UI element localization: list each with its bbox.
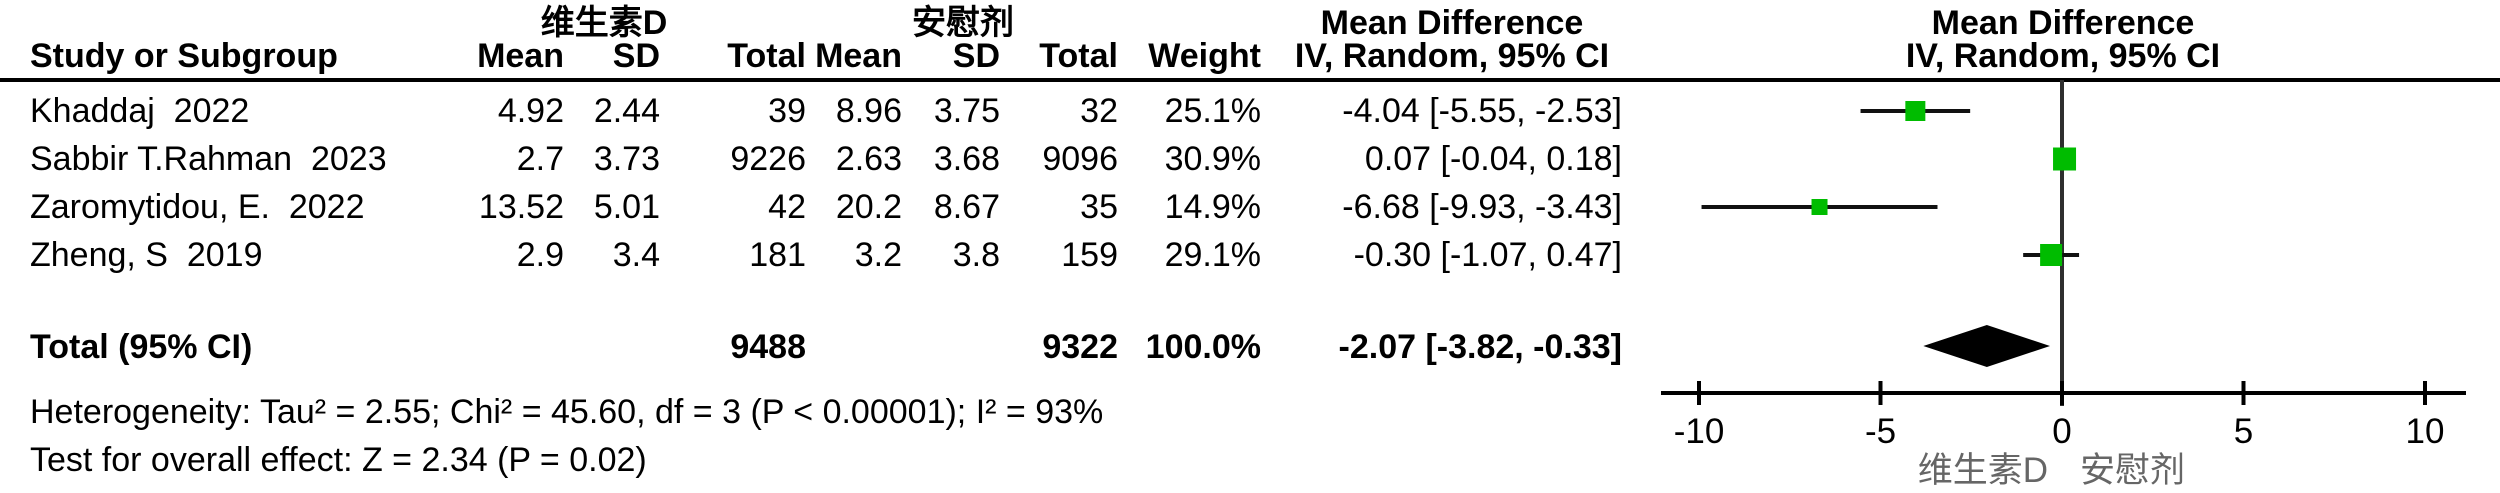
study-label: Zaromytidou, E. 2022: [30, 188, 365, 226]
total2-value: 159: [1061, 236, 1118, 274]
sd2-value: 8.67: [933, 188, 1000, 226]
study-label: Zheng, S 2019: [30, 236, 263, 274]
mean1-value: 4.92: [497, 92, 564, 130]
header-rule: [0, 78, 2500, 82]
total1-column-header: Total: [727, 37, 806, 75]
forest-plot-graphic: -10 -5 0 5 10 维生素D 安慰剂: [1661, 80, 2466, 490]
group-header-row: 维生素D 安慰剂 Mean Difference Mean Difference: [0, 2, 2500, 44]
ci-value: 0.07 [-0.04, 0.18]: [1364, 140, 1622, 178]
tick-label: -5: [1865, 412, 1896, 451]
total2-value: 35: [1080, 188, 1118, 226]
overall-effect-row: Test for overall effect: Z = 2.34 (P = 0…: [0, 438, 2500, 482]
weight-value: 25.1%: [1164, 92, 1261, 130]
total2-value: 32: [1080, 92, 1118, 130]
effect-method-plot: IV, Random, 95% CI: [1905, 37, 2221, 75]
total1-value: 9226: [730, 140, 806, 178]
total1-sum-value: 9488: [730, 328, 806, 366]
ci-value: -4.04 [-5.55, -2.53]: [1342, 92, 1622, 130]
ci-value: -6.68 [-9.93, -3.43]: [1342, 188, 1622, 226]
sd2-column-header: SD: [952, 37, 1000, 75]
effect-method-table: IV, Random, 95% CI: [1294, 37, 1610, 75]
weight-column-header: Weight: [1148, 37, 1261, 75]
sd2-value: 3.8: [952, 236, 1000, 274]
effect-square: [2040, 244, 2063, 266]
heterogeneity-row: Heterogeneity: Tau² = 2.55; Chi² = 45.60…: [0, 390, 2500, 434]
weight-value: 30.9%: [1164, 140, 1261, 178]
total-weight-value: 100.0%: [1145, 328, 1261, 366]
table-row: Zaromytidou, E. 2022 13.52 5.01 42 20.2 …: [0, 183, 2500, 231]
sd1-value: 3.4: [612, 236, 660, 274]
mean1-column-header: Mean: [477, 37, 564, 75]
column-header-row: Study or Subgroup Mean SD Total Mean SD …: [0, 36, 2500, 76]
tick-label: 10: [2406, 412, 2445, 451]
effect-title-table: Mean Difference: [1320, 4, 1584, 42]
mean2-value: 2.63: [835, 140, 902, 178]
total2-column-header: Total: [1039, 37, 1118, 75]
mean2-value: 8.96: [835, 92, 902, 130]
total1-value: 39: [768, 92, 806, 130]
sd1-value: 5.01: [593, 188, 660, 226]
weight-value: 14.9%: [1164, 188, 1261, 226]
effect-square: [1811, 199, 1828, 215]
effect-square: [1905, 101, 1926, 121]
weight-value: 29.1%: [1164, 236, 1261, 274]
heterogeneity-text: Heterogeneity: Tau² = 2.55; Chi² = 45.60…: [30, 393, 1104, 431]
study-label: Sabbir T.Rahman 2023: [30, 140, 387, 178]
tick-label: 5: [2234, 412, 2253, 451]
effect-title-plot: Mean Difference: [1931, 4, 2195, 42]
sd1-value: 2.44: [593, 92, 660, 130]
sd1-column-header: SD: [612, 37, 660, 75]
total1-value: 181: [749, 236, 806, 274]
study-label: Khaddaj 2022: [30, 92, 250, 130]
tick-label: 0: [2052, 412, 2071, 451]
total-label: Total (95% CI): [30, 328, 253, 366]
mean1-value: 2.7: [516, 140, 564, 178]
table-row: Zheng, S 2019 2.9 3.4 181 3.2 3.8 159 29…: [0, 231, 2500, 279]
study-column-header: Study or Subgroup: [30, 37, 338, 75]
mean1-value: 2.9: [516, 236, 564, 274]
total-ci-value: -2.07 [-3.82, -0.33]: [1338, 328, 1622, 366]
mean2-value: 20.2: [835, 188, 902, 226]
total2-sum-value: 9322: [1042, 328, 1118, 366]
sd2-value: 3.75: [933, 92, 1000, 130]
group2-header: 安慰剂: [912, 4, 1014, 42]
sd2-value: 3.68: [933, 140, 1000, 178]
total2-value: 9096: [1042, 140, 1118, 178]
total1-value: 42: [768, 188, 806, 226]
effect-square: [2053, 147, 2077, 171]
table-row: Khaddaj 2022 4.92 2.44 39 8.96 3.75 32 2…: [0, 87, 2500, 135]
total-row: Total (95% CI) 9488 9322 100.0% -2.07 [-…: [0, 323, 2500, 371]
summary-diamond: [1923, 325, 2051, 367]
overall-effect-text: Test for overall effect: Z = 2.34 (P = 0…: [30, 441, 647, 479]
ci-value: -0.30 [-1.07, 0.47]: [1353, 236, 1622, 274]
favours-right-label: 安慰剂: [2080, 451, 2185, 490]
table-row: Sabbir T.Rahman 2023 2.7 3.73 9226 2.63 …: [0, 135, 2500, 183]
tick-label: -10: [1674, 412, 1725, 451]
mean1-value: 13.52: [478, 188, 564, 226]
sd1-value: 3.73: [593, 140, 660, 178]
favours-left-label: 维生素D: [1918, 451, 2048, 490]
mean2-column-header: Mean: [815, 37, 902, 75]
group1-header: 维生素D: [540, 4, 668, 42]
mean2-value: 3.2: [854, 236, 902, 274]
